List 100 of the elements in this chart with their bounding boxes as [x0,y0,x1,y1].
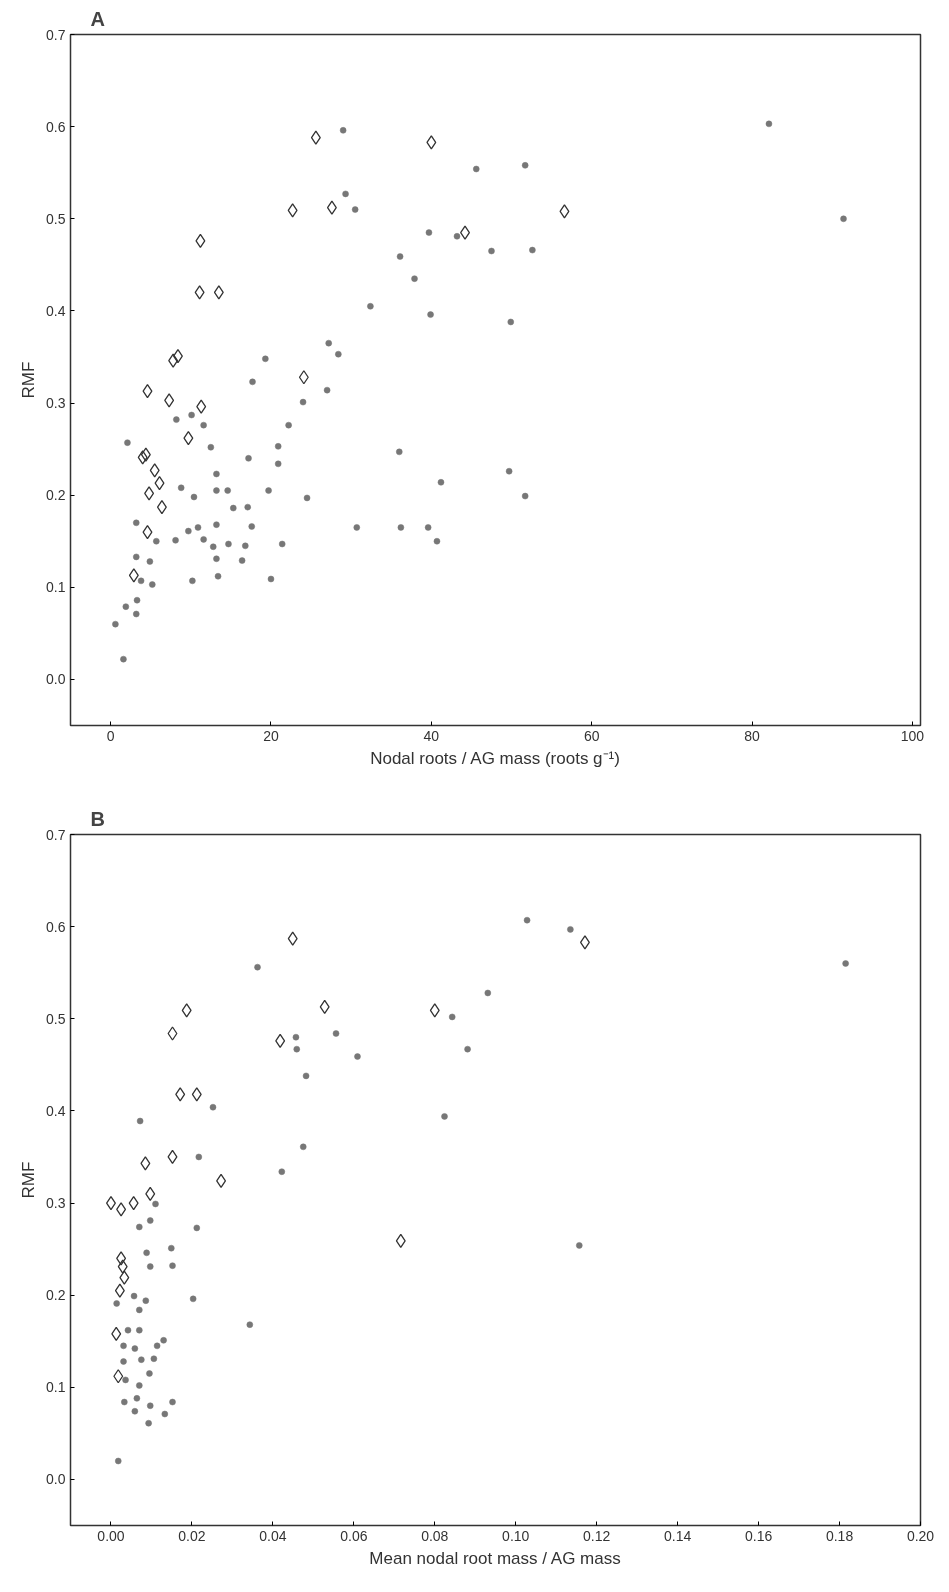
y-tick-label: 0.0 [46,1471,66,1488]
x-tick-label: 0.02 [178,1527,206,1544]
point [149,463,160,478]
y-tick-label: 0.1 [46,579,66,596]
point [117,1259,128,1274]
point [254,963,261,971]
point [302,1072,310,1080]
point [164,393,175,408]
point [246,1321,254,1328]
point [395,1233,406,1248]
point [429,1003,440,1018]
point [193,1224,201,1232]
point [136,1223,143,1231]
x-tick-label: 0.20 [906,1527,935,1544]
y-tick-label: 0.4 [46,302,66,319]
point [150,1355,158,1362]
x-tick-label: 0.16 [744,1527,773,1544]
point [160,1337,167,1344]
point [154,476,165,491]
point [161,1410,169,1418]
point [426,135,437,150]
point [146,1217,154,1224]
x-tick-label: 0.00 [97,1527,125,1544]
point [169,1262,176,1269]
point [152,1200,159,1208]
y-tick-label: 0.3 [46,395,66,412]
point [167,1026,178,1041]
point [145,1419,152,1427]
point [133,1395,141,1402]
point [146,1263,154,1270]
y-tick-label: 0.7 [46,826,66,843]
point [113,1369,124,1384]
point [559,204,570,219]
x-tick-label: 0.12 [583,1527,611,1544]
point [142,1297,150,1304]
point [441,1113,448,1120]
point [113,1300,120,1307]
point [189,1295,197,1303]
y-tick-label: 0.6 [46,918,66,935]
point [175,1087,186,1102]
point [326,200,337,215]
point [460,225,471,240]
x-axis-title: Mean nodal root mass / AG mass [369,1548,621,1568]
x-tick-label: 40 [423,727,440,744]
y-tick-label: 0.7 [46,26,66,43]
x-tick-label: 60 [583,727,600,744]
point [332,1030,340,1037]
point [119,1270,130,1285]
point [484,989,492,997]
point [140,1156,151,1171]
x-tick-label: 0.14 [664,1527,692,1544]
point [153,1342,161,1350]
x-tick-label: 0.08 [421,1527,449,1544]
point [181,1003,192,1018]
point [114,1283,125,1298]
point [196,399,207,414]
point [121,1398,128,1406]
point [287,203,298,218]
point [567,926,574,933]
point [138,1356,145,1363]
point [319,999,330,1014]
point [124,1326,132,1334]
point [191,1087,202,1102]
point [278,1168,286,1175]
x-tick-label: 0.18 [825,1527,854,1544]
chart-title: B [90,807,105,830]
point [146,1370,153,1377]
point [131,1345,139,1352]
y-tick-label: 0.4 [46,1102,66,1119]
point [143,1249,150,1257]
y-tick-label: 0.5 [46,1010,66,1027]
point [299,1143,307,1151]
x-tick-label: 80 [744,727,761,744]
y-axis-title: RMF [19,1161,39,1199]
point [136,1326,143,1334]
y-tick-label: 0.1 [46,1379,66,1396]
y-tick-label: 0.3 [46,1195,66,1212]
x-tick-label: 100 [900,727,925,744]
point [298,370,309,385]
point [523,916,531,924]
point [842,960,849,967]
point [115,1457,122,1465]
x-tick-label: 0.04 [259,1527,287,1544]
x-tick-label: 20 [263,727,279,744]
y-tick-label: 0.2 [46,487,66,504]
point [579,935,590,950]
point [144,486,155,501]
point [136,1382,143,1389]
point [145,1186,156,1201]
point [448,1013,456,1021]
x-tick-label: 0.06 [340,1527,368,1544]
point [116,1251,127,1266]
point [195,1153,203,1161]
point [464,1045,471,1053]
x-tick-label: 0 [106,727,115,744]
point [146,1402,154,1409]
point [120,1342,127,1350]
point [168,353,179,368]
point [310,130,321,145]
point [576,1242,583,1249]
